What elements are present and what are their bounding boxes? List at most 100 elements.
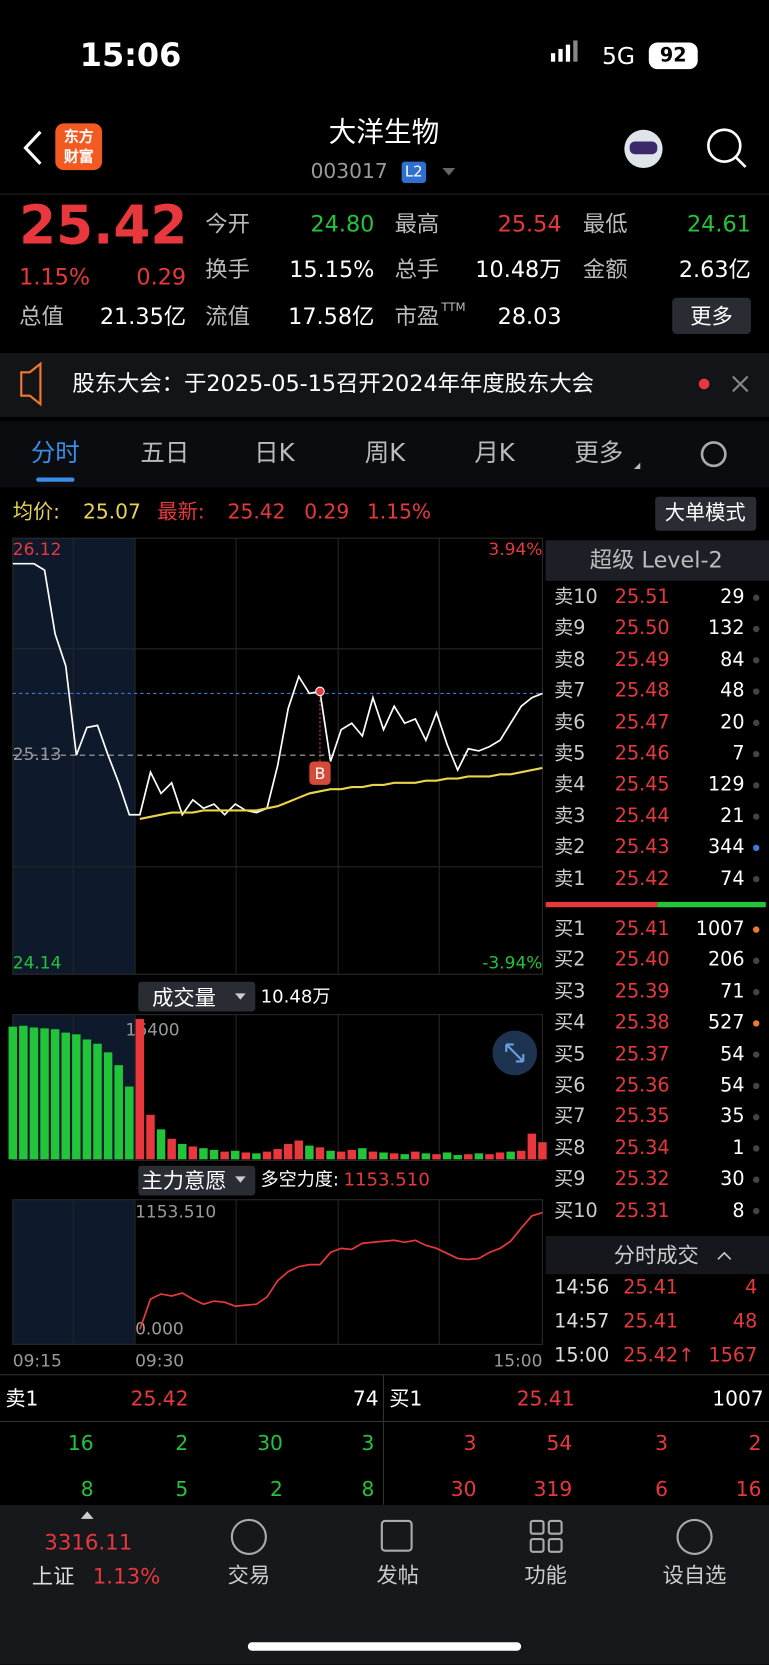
book-dot bbox=[753, 594, 760, 601]
notice-bar[interactable] bbox=[0, 353, 769, 417]
book-label: 买3 bbox=[554, 980, 586, 1003]
book-label: 卖1 bbox=[554, 867, 586, 890]
home-indicator bbox=[247, 1642, 522, 1651]
book-volume: 84 bbox=[720, 648, 745, 671]
battery bbox=[648, 42, 698, 70]
avg-price-line bbox=[139, 766, 543, 821]
tab[interactable]: 更多 bbox=[574, 439, 624, 468]
book-price: 25.51 bbox=[614, 586, 670, 609]
y-tick-label: 16400 bbox=[126, 1021, 180, 1041]
expand-arrow[interactable] bbox=[80, 1511, 94, 1519]
index-name[interactable]: 上证 bbox=[31, 1563, 75, 1590]
book-dot bbox=[753, 813, 760, 820]
book-volume: 21 bbox=[720, 804, 745, 828]
field-label: 最高 bbox=[394, 211, 440, 237]
func-icon[interactable] bbox=[529, 1519, 545, 1535]
y-tick-label: 0.000 bbox=[135, 1319, 184, 1339]
volume-bar bbox=[178, 1143, 187, 1160]
trade-volume: 48 bbox=[732, 1310, 758, 1333]
code-caret[interactable] bbox=[442, 168, 456, 176]
trade-volume: 1567 bbox=[708, 1344, 758, 1367]
nav-item[interactable]: 发帖 bbox=[376, 1562, 420, 1588]
field-value: 2.63亿 bbox=[678, 256, 751, 283]
latest-value: 25.42 bbox=[227, 500, 286, 524]
volume-bar bbox=[347, 1149, 356, 1160]
volume-title[interactable]: 成交量 bbox=[152, 984, 216, 1011]
settings-icon[interactable] bbox=[700, 441, 727, 468]
more-button[interactable] bbox=[672, 297, 751, 334]
book-dot bbox=[753, 844, 760, 852]
nav-item[interactable]: 功能 bbox=[524, 1562, 567, 1588]
tab[interactable]: 分时 bbox=[30, 439, 80, 468]
volume-bar bbox=[453, 1155, 462, 1160]
field-value: 24.80 bbox=[310, 211, 375, 237]
mode-button[interactable] bbox=[655, 496, 757, 531]
speaker-icon bbox=[20, 361, 42, 407]
book-volume: 30 bbox=[720, 1168, 745, 1191]
nav-item[interactable]: 设自选 bbox=[662, 1562, 727, 1588]
force-title[interactable]: 主力意愿 bbox=[141, 1167, 227, 1194]
book-label: 买5 bbox=[554, 1042, 586, 1066]
index-pct[interactable]: 1.13% bbox=[92, 1563, 161, 1590]
watchlist-icon[interactable] bbox=[676, 1518, 713, 1555]
book-label: 卖8 bbox=[554, 648, 586, 671]
avg-label: 均价: bbox=[12, 500, 60, 524]
volume-bar bbox=[19, 1025, 28, 1160]
book-volume: 35 bbox=[720, 1105, 745, 1128]
back-icon[interactable] bbox=[23, 130, 42, 165]
book-dot bbox=[753, 719, 760, 727]
stock-code: 003017 bbox=[310, 160, 388, 184]
index-value[interactable]: 3316.11 bbox=[44, 1529, 133, 1555]
trade-icon[interactable] bbox=[230, 1518, 267, 1555]
ask-label: 卖1 bbox=[5, 1387, 39, 1411]
volume-bar bbox=[125, 1086, 134, 1160]
bid-volume: 1007 bbox=[712, 1387, 764, 1411]
book-price: 25.43 bbox=[614, 836, 670, 859]
volume-bar bbox=[93, 1043, 102, 1160]
close-icon[interactable] bbox=[732, 375, 749, 393]
book-volume: 527 bbox=[707, 1011, 745, 1035]
volume-bar bbox=[72, 1034, 81, 1160]
field-label: 流值 bbox=[205, 303, 250, 330]
signal bbox=[550, 53, 556, 62]
bid-strength bbox=[657, 901, 766, 908]
tab[interactable]: 日K bbox=[254, 439, 295, 468]
notice-text[interactable]: 股东大会：于2025-05-15召开2024年年度股东大会 bbox=[72, 370, 595, 397]
tab[interactable]: 五日 bbox=[140, 439, 190, 468]
field-label: 金额 bbox=[582, 256, 628, 283]
volume-bar bbox=[527, 1133, 537, 1160]
trades-title: 分时成交 bbox=[613, 1242, 699, 1268]
book-price: 25.49 bbox=[614, 648, 670, 671]
book-dot bbox=[753, 750, 760, 758]
book-price: 25.39 bbox=[614, 980, 670, 1003]
search-icon[interactable] bbox=[707, 128, 742, 163]
book-label: 卖5 bbox=[554, 742, 586, 765]
volume-bar bbox=[262, 1151, 272, 1160]
book-price: 25.48 bbox=[614, 679, 670, 703]
latest-label: 最新: bbox=[157, 500, 205, 524]
field-value: 17.58亿 bbox=[288, 303, 375, 330]
tab[interactable]: 周K bbox=[364, 439, 406, 468]
bid-detail: 3 bbox=[463, 1432, 477, 1456]
ask-detail: 16 bbox=[67, 1432, 94, 1456]
avg-value: 25.07 bbox=[82, 500, 141, 524]
volume-bar bbox=[188, 1146, 198, 1160]
annotation-badge bbox=[309, 761, 331, 785]
bid-detail: 319 bbox=[533, 1477, 573, 1502]
mode-button-text[interactable]: 大单模式 bbox=[664, 501, 746, 525]
force-line bbox=[139, 1211, 543, 1330]
robot-visor bbox=[629, 141, 658, 155]
volume-bar bbox=[146, 1114, 155, 1160]
tab[interactable]: 月K bbox=[474, 439, 515, 468]
ask-detail: 8 bbox=[80, 1477, 94, 1502]
tab-caret bbox=[633, 462, 641, 470]
volume-selector[interactable] bbox=[138, 981, 256, 1012]
nav-item[interactable]: 交易 bbox=[227, 1562, 271, 1588]
signal bbox=[573, 40, 578, 62]
volume-bar bbox=[400, 1154, 409, 1160]
more-button-text[interactable]: 更多 bbox=[690, 303, 733, 329]
volume-bar bbox=[358, 1148, 367, 1160]
dropdown-caret bbox=[235, 1176, 246, 1183]
force-selector[interactable] bbox=[138, 1165, 256, 1196]
post-icon[interactable] bbox=[380, 1519, 413, 1552]
